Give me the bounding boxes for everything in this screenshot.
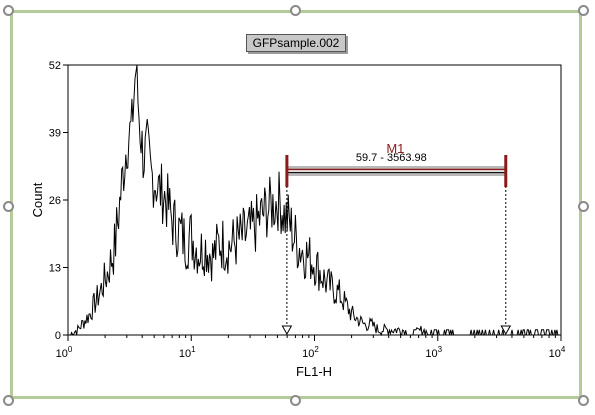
resize-handle-top-left[interactable]	[3, 5, 14, 16]
resize-handle-bottom-right[interactable]	[578, 395, 589, 406]
x-tick-label: 102	[302, 345, 319, 360]
resize-handle-bottom-left[interactable]	[3, 395, 14, 406]
x-tick-label: 101	[179, 345, 196, 360]
resize-handle-top-right[interactable]	[578, 5, 589, 16]
x-axis: 100 101 102 103 104	[56, 335, 566, 360]
y-tick-label: 0	[55, 330, 61, 342]
marker-right-handle[interactable]	[504, 155, 508, 187]
y-axis: 0 13 26 39 52	[49, 60, 68, 342]
resize-handle-top-center[interactable]	[290, 5, 301, 16]
marker-range-label: 59.7 - 3563.98	[356, 152, 427, 164]
y-tick-label: 26	[49, 195, 61, 207]
plot-area	[67, 64, 562, 336]
histogram-series-line	[70, 64, 561, 337]
marker-bar-shade-top	[286, 166, 506, 169]
chart-title: GFPsample.002	[246, 34, 346, 52]
marker-right-triangle[interactable]	[500, 325, 512, 336]
x-tick-label: 103	[425, 345, 442, 360]
x-tick-label: 100	[56, 345, 73, 360]
marker-name-label: M1	[386, 141, 404, 156]
marker-bar-shade-bottom	[286, 173, 506, 176]
y-tick-label: 39	[49, 128, 61, 140]
resize-handle-middle-left[interactable]	[3, 201, 14, 212]
y-axis-title: Count	[30, 182, 45, 217]
marker-left-handle[interactable]	[285, 155, 289, 187]
x-tick-label: 104	[549, 345, 566, 360]
y-tick-label: 52	[49, 60, 61, 72]
x-axis-title: FL1-H	[296, 364, 332, 379]
resize-handle-middle-right[interactable]	[578, 201, 589, 212]
resize-handle-bottom-center[interactable]	[290, 395, 301, 406]
marker-left-triangle[interactable]	[281, 325, 293, 336]
y-tick-label: 13	[49, 263, 61, 275]
